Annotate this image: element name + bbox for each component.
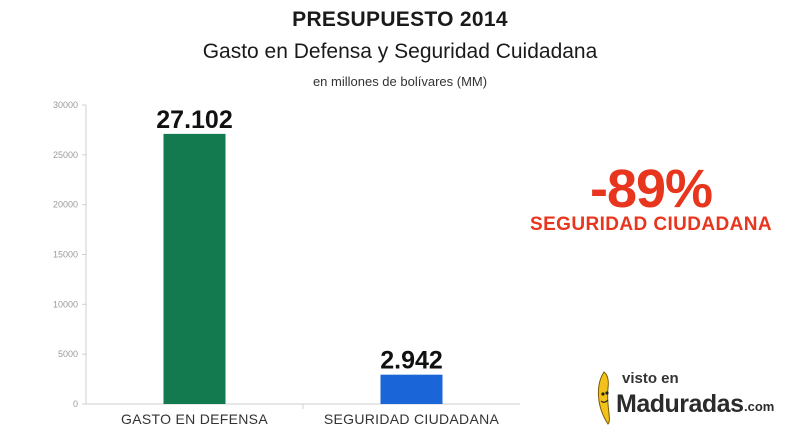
watermark-line1: visto en: [622, 370, 679, 387]
bar: [380, 374, 443, 404]
chart-subtitle: Gasto en Defensa y Seguridad Cuidadana: [202, 40, 598, 63]
y-tick-label: 25000: [53, 150, 78, 160]
x-category-label: GASTO EN DEFENSA: [121, 411, 268, 427]
chart-title: PRESUPUESTO 2014: [292, 8, 508, 31]
y-tick-label: 30000: [53, 100, 78, 110]
y-tick-label: 20000: [53, 200, 78, 210]
chart-units: en millones de bolívares (MM): [312, 74, 488, 89]
watermark-line2: Maduradas: [616, 390, 744, 418]
y-tick-label: 5000: [58, 349, 78, 359]
bar: [163, 133, 226, 404]
y-tick-label: 10000: [53, 299, 78, 309]
percent-change-label: SEGURIDAD CIUDADANA: [530, 214, 772, 235]
watermark-logo: visto en Maduradas .com: [592, 366, 792, 426]
watermark-line3: .com: [744, 399, 775, 414]
bar-value-label: 2.942: [380, 347, 443, 375]
x-category-label: SEGURIDAD CIUDADANA: [324, 411, 500, 427]
percent-change: -89%: [589, 159, 713, 219]
banana-icon: [598, 371, 610, 425]
bar-value-label: 27.102: [156, 106, 232, 134]
y-tick-label: 0: [73, 399, 78, 409]
y-tick-label: 15000: [53, 250, 78, 260]
